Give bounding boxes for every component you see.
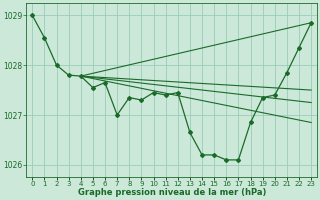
X-axis label: Graphe pression niveau de la mer (hPa): Graphe pression niveau de la mer (hPa) — [77, 188, 266, 197]
